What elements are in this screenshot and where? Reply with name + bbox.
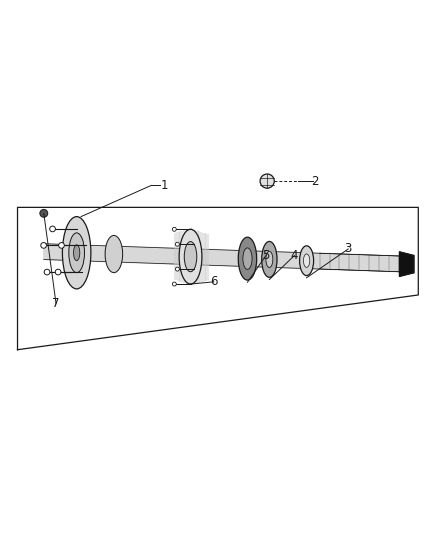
Ellipse shape (304, 254, 310, 268)
Ellipse shape (260, 174, 274, 188)
Ellipse shape (74, 245, 80, 261)
Ellipse shape (184, 241, 197, 272)
Ellipse shape (59, 243, 64, 248)
Ellipse shape (69, 233, 85, 273)
Text: 7: 7 (52, 297, 60, 310)
Text: 2: 2 (311, 175, 319, 188)
Ellipse shape (266, 252, 273, 268)
Ellipse shape (44, 269, 50, 275)
Ellipse shape (300, 246, 314, 276)
Ellipse shape (243, 248, 252, 269)
Ellipse shape (55, 269, 61, 275)
Ellipse shape (175, 243, 179, 246)
Ellipse shape (49, 226, 55, 232)
Text: 5: 5 (262, 249, 269, 262)
Ellipse shape (173, 282, 176, 286)
Polygon shape (44, 244, 401, 272)
Ellipse shape (179, 229, 202, 284)
Polygon shape (399, 252, 414, 277)
Ellipse shape (40, 209, 48, 217)
Text: 1: 1 (160, 179, 168, 192)
Ellipse shape (173, 228, 176, 231)
Text: 3: 3 (345, 243, 352, 255)
Text: 6: 6 (210, 276, 218, 288)
Ellipse shape (62, 216, 91, 289)
Text: 4: 4 (290, 249, 298, 262)
Ellipse shape (41, 243, 46, 248)
Ellipse shape (238, 237, 257, 280)
Ellipse shape (105, 236, 123, 273)
Ellipse shape (175, 267, 179, 271)
Ellipse shape (261, 241, 277, 277)
